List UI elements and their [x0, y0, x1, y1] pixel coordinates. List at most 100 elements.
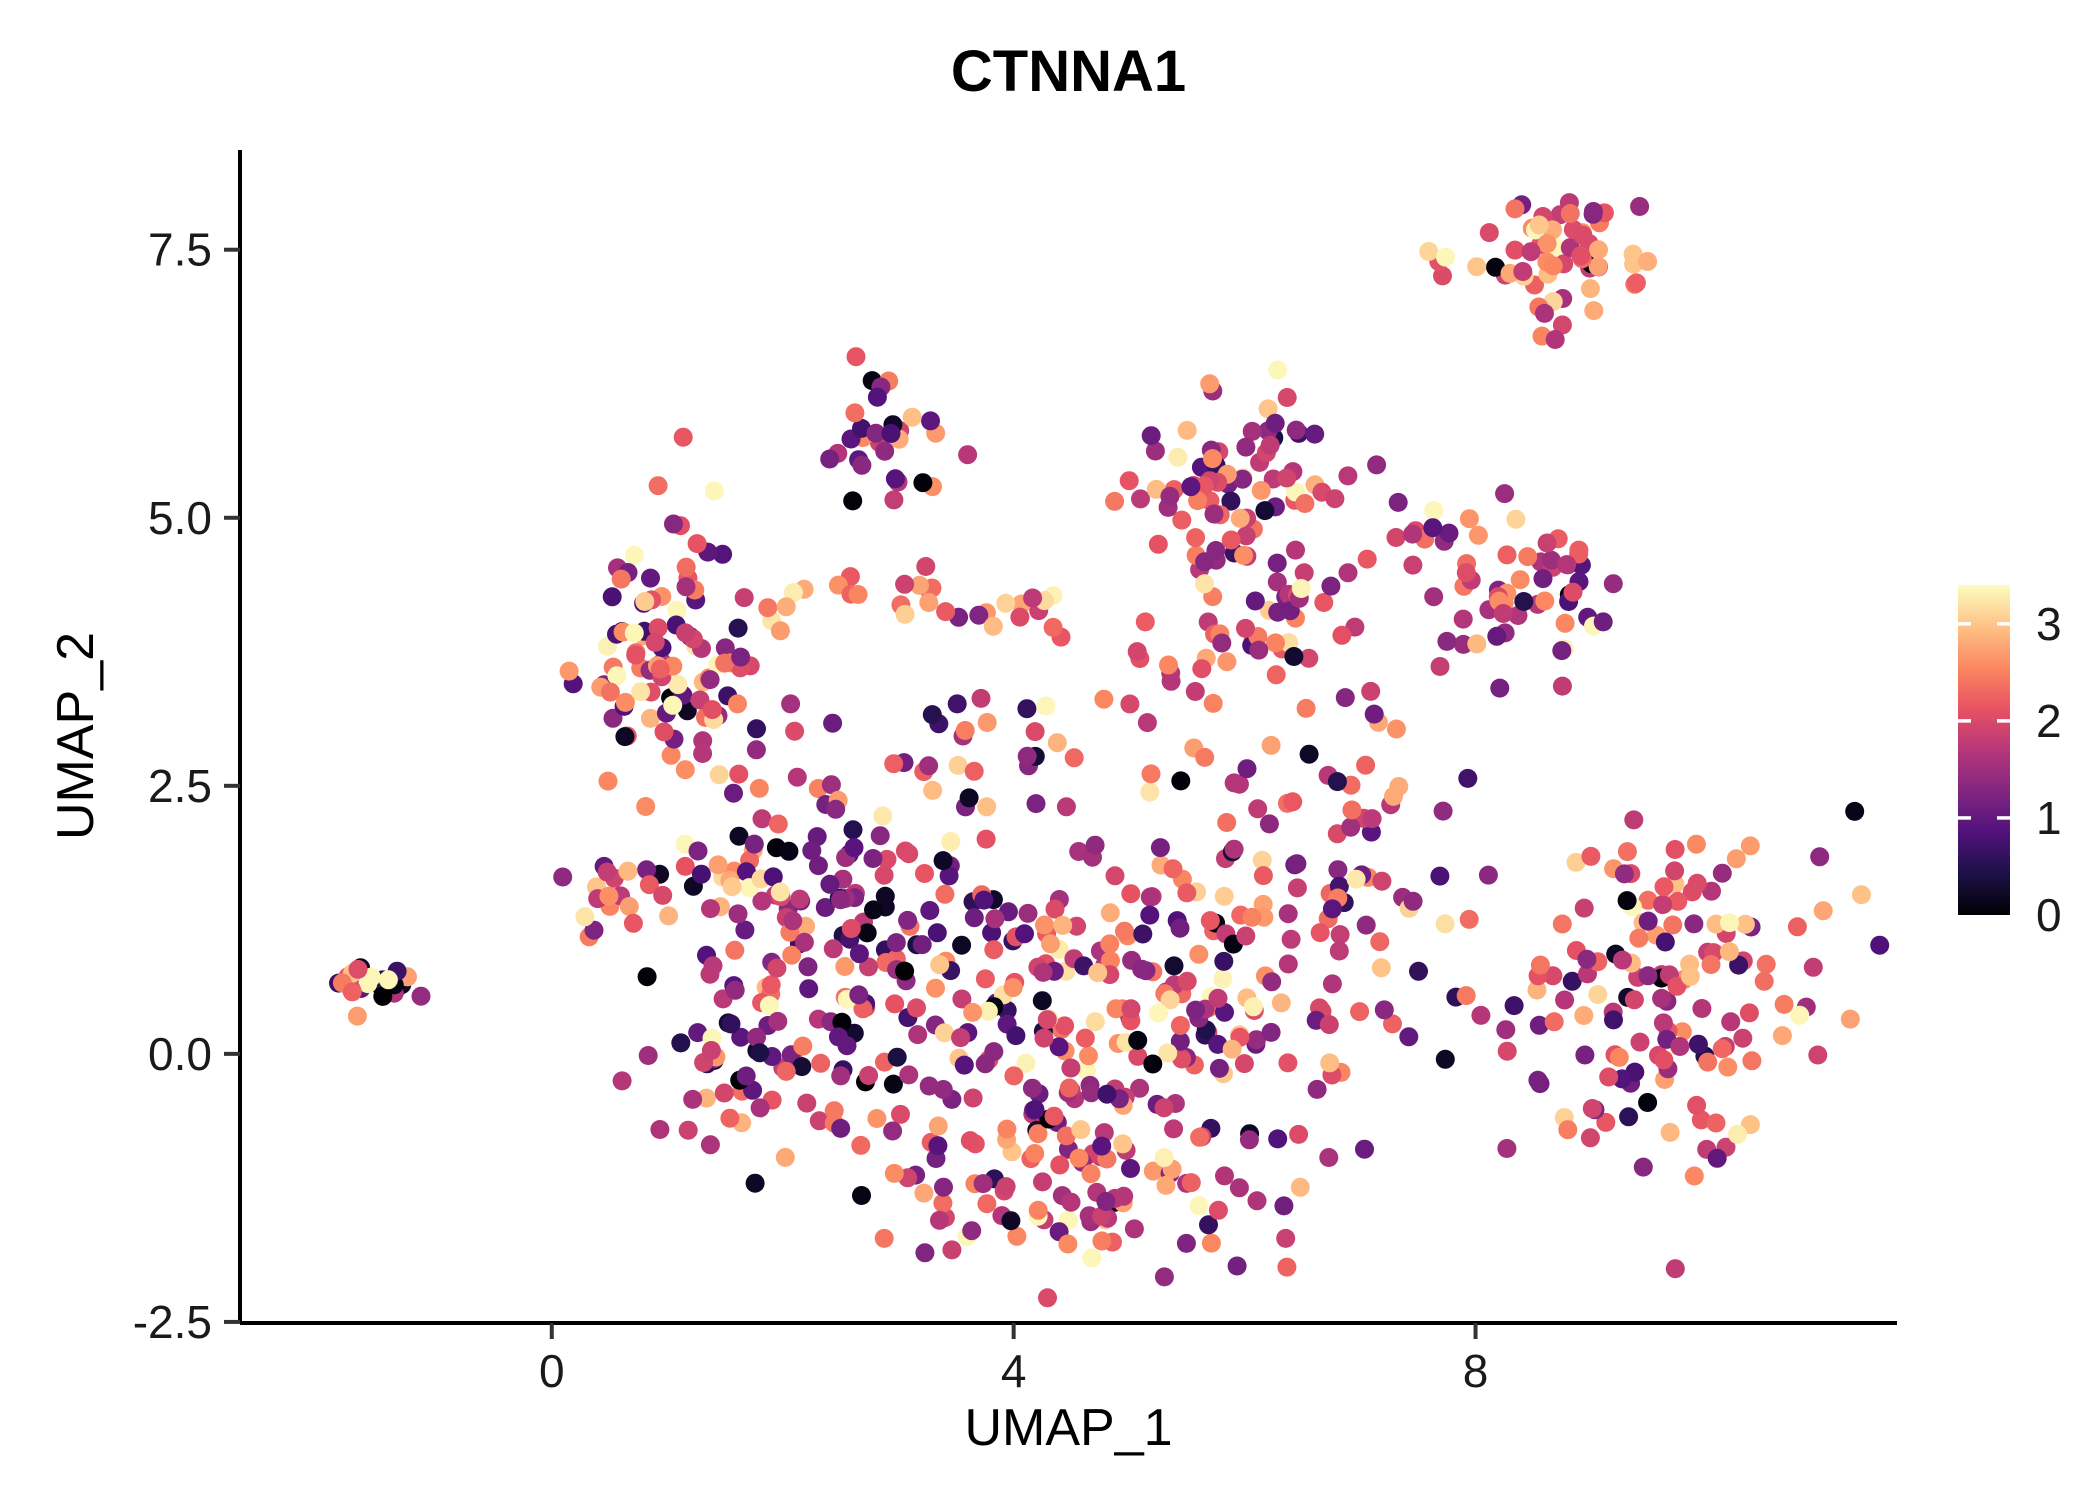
scatter-point	[1061, 1192, 1081, 1212]
scatter-point	[1328, 860, 1348, 880]
colorbar-tick-label: 2	[2036, 695, 2062, 747]
scatter-point	[575, 907, 595, 927]
scatter-point	[1195, 574, 1214, 594]
scatter-point	[768, 1011, 788, 1031]
scatter-point	[1687, 1095, 1707, 1115]
scatter-point	[1505, 240, 1525, 260]
scatter-point	[1148, 534, 1168, 554]
scatter-point	[342, 982, 362, 1002]
scatter-point	[1229, 1178, 1249, 1198]
scatter-point	[1624, 810, 1644, 830]
scatter-point	[728, 904, 748, 924]
scatter-point	[1032, 991, 1052, 1011]
scatter-point	[728, 694, 747, 714]
scatter-point	[1061, 1058, 1081, 1078]
scatter-point	[1192, 659, 1212, 679]
scatter-point	[1329, 941, 1349, 961]
scatter-point	[1518, 547, 1538, 567]
scatter-point	[1720, 913, 1739, 933]
scatter-point	[1718, 1057, 1738, 1077]
scatter-point	[1185, 682, 1205, 701]
scatter-point	[1064, 748, 1084, 768]
x-tick-label: 4	[1001, 1345, 1027, 1397]
scatter-point	[902, 407, 922, 427]
scatter-point	[1684, 914, 1704, 934]
scatter-point	[728, 618, 748, 638]
scatter-point	[849, 985, 869, 1005]
scatter-point	[708, 855, 728, 875]
scatter-point	[1423, 518, 1443, 538]
scatter-point	[1552, 914, 1572, 934]
scatter-point	[1214, 951, 1234, 971]
scatter-point	[668, 675, 688, 695]
scatter-point	[785, 721, 805, 741]
scatter-point	[1399, 1027, 1419, 1047]
scatter-point	[624, 623, 644, 643]
scatter-point	[1278, 954, 1298, 974]
scatter-point	[1260, 435, 1280, 455]
scatter-point	[1056, 797, 1076, 817]
scatter-point	[1496, 1020, 1516, 1040]
scatter-point	[843, 491, 863, 511]
scatter-point	[1261, 735, 1281, 755]
scatter-point	[1367, 455, 1387, 475]
scatter-point	[928, 1116, 948, 1136]
scatter-point	[704, 481, 724, 501]
scatter-point	[1654, 877, 1674, 897]
scatter-point	[1003, 978, 1023, 998]
plot-title: CTNNA1	[950, 39, 1187, 104]
scatter-point	[1497, 1139, 1517, 1158]
scatter-point	[915, 864, 934, 883]
scatter-point	[1712, 863, 1732, 883]
scatter-point	[1028, 1124, 1048, 1144]
scatter-point	[1041, 934, 1060, 954]
scatter-point	[1149, 1003, 1168, 1023]
scatter-point	[1630, 197, 1650, 216]
scatter-point	[776, 1061, 796, 1081]
scatter-point	[1217, 813, 1237, 832]
scatter-point	[799, 979, 819, 999]
scatter-point	[852, 418, 871, 438]
scatter-point	[859, 957, 878, 977]
scatter-point	[607, 666, 627, 686]
scatter-point	[1163, 859, 1183, 879]
scatter-point	[1530, 955, 1550, 975]
scatter-point	[750, 1043, 770, 1063]
scatter-point	[1189, 1196, 1209, 1216]
scatter-point	[1268, 360, 1288, 380]
scatter-point	[1670, 1037, 1690, 1056]
scatter-point	[1154, 1098, 1174, 1118]
scatter-point	[1081, 1083, 1101, 1103]
scatter-point	[908, 1025, 928, 1045]
scatter-point	[1513, 262, 1533, 281]
scatter-point	[1255, 501, 1275, 521]
scatter-point	[1719, 942, 1739, 962]
scatter-point	[1305, 424, 1325, 444]
scatter-point	[1322, 899, 1342, 919]
scatter-point	[1267, 553, 1287, 573]
scatter-point	[1332, 625, 1352, 645]
scatter-point	[1487, 626, 1507, 646]
scatter-point	[1079, 1046, 1098, 1066]
scatter-point	[1436, 247, 1455, 267]
scatter-point	[1247, 1191, 1267, 1211]
scatter-point	[1638, 252, 1658, 271]
scatter-point	[1160, 990, 1180, 1010]
scatter-point	[1740, 836, 1760, 856]
scatter-point	[977, 1194, 997, 1214]
scatter-point	[1283, 792, 1303, 812]
scatter-point	[640, 708, 660, 728]
scatter-point	[1128, 1046, 1148, 1066]
scatter-point	[1680, 966, 1700, 986]
scatter-point	[637, 860, 657, 880]
scatter-point	[884, 490, 904, 510]
scatter-point	[1224, 839, 1244, 859]
scatter-point	[724, 783, 743, 803]
scatter-point	[1562, 971, 1582, 991]
scatter-point	[1278, 904, 1298, 924]
scatter-point	[781, 694, 801, 714]
scatter-point	[1236, 437, 1256, 457]
scatter-point	[1655, 932, 1675, 952]
scatter-point	[752, 891, 772, 911]
